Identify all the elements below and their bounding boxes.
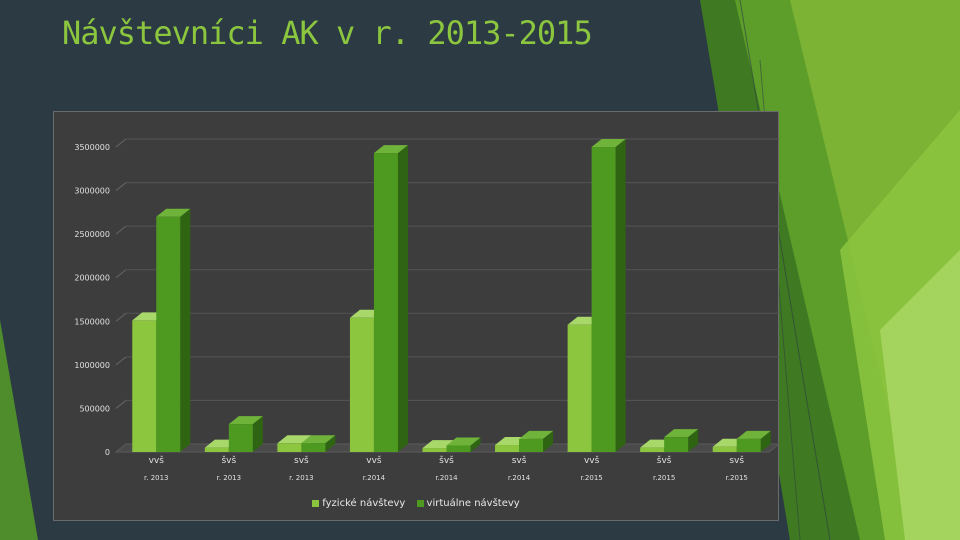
legend-swatch-fyzicke	[312, 499, 320, 507]
x-tick-label-year: r.2015	[726, 474, 748, 482]
bar-top	[519, 430, 554, 439]
x-tick-label-year: r.2015	[580, 474, 602, 482]
bar-virtualne	[228, 424, 253, 452]
slide-title: Návštevníci AK v r. 2013-2015	[62, 14, 593, 52]
y-grid-tick	[115, 269, 127, 279]
bar-top	[664, 429, 699, 438]
x-tick-label-year: r.2014	[363, 474, 386, 482]
decor-line	[739, 0, 831, 540]
bar-chart: 3500000 3000000 2500000 2000000 1500000 10000…	[74, 138, 780, 482]
bar-fyzicke	[422, 448, 447, 452]
x-tick-label-year: r. 2013	[144, 474, 169, 482]
bar-virtualne	[519, 438, 544, 452]
y-grid-tick	[115, 182, 127, 191]
bar-top	[736, 430, 771, 439]
y-tick-label: 0	[105, 448, 110, 457]
legend-label-fyzicke: fyzické návštevy	[322, 498, 406, 509]
legend-item-virtualne: virtuálne návštevy	[416, 498, 520, 509]
bar-fyzicke	[349, 317, 374, 452]
bar-top	[156, 208, 191, 217]
bar-virtualne	[156, 216, 181, 452]
y-grid-tick	[115, 400, 127, 409]
x-tick-label-year: r.2014	[508, 474, 531, 482]
bar-side	[688, 429, 699, 452]
bar-top	[228, 416, 263, 425]
x-tick-label: vvš	[149, 455, 165, 466]
x-tick-label: svš	[294, 455, 309, 466]
bar-fyzicke	[495, 445, 520, 452]
bar-virtualne	[373, 153, 398, 452]
y-tick-label: 3500000	[74, 143, 110, 152]
chart-legend: fyzické návštevy virtuálne návštevy	[54, 498, 778, 509]
bar-virtualne	[664, 437, 689, 452]
bar-fyzicke	[204, 447, 229, 452]
legend-swatch-virtualne	[416, 499, 424, 507]
y-tick-label: 500000	[79, 404, 110, 413]
x-tick-label: švš	[221, 455, 236, 466]
legend-label-virtualne: virtuálne návštevy	[426, 498, 520, 509]
bar-top	[277, 435, 312, 444]
y-tick-label: 2000000	[74, 274, 110, 283]
y-tick-label: 1500000	[74, 317, 110, 326]
bar-top	[446, 437, 481, 446]
chart-panel: 3500000 3000000 2500000 2000000 1500000 10000…	[53, 111, 780, 521]
bar-fyzicke	[277, 443, 302, 452]
y-grid-tick	[115, 225, 127, 235]
y-grid-tick	[115, 138, 127, 148]
bar-virtualne	[591, 147, 616, 452]
bar-fyzicke	[567, 324, 592, 452]
bar-side	[760, 430, 771, 452]
x-tick-label: švš	[657, 455, 672, 466]
bar-fyzicke	[640, 447, 665, 452]
x-tick-label: vvš	[366, 455, 382, 466]
bar-virtualne	[736, 438, 761, 452]
bar-side	[543, 430, 554, 452]
bar-top	[301, 435, 336, 444]
x-tick-label: vvš	[584, 455, 600, 466]
bar-side	[615, 139, 626, 452]
x-tick-label-year: r. 2013	[217, 474, 242, 482]
bar-virtualne	[301, 443, 326, 452]
x-tick-label: švš	[439, 455, 454, 466]
x-tick-label-year: r.2015	[653, 474, 675, 482]
x-tick-label-year: r. 2013	[289, 474, 314, 482]
bar-side	[397, 145, 408, 452]
y-grid-tick	[115, 356, 127, 366]
bar-fyzicke	[132, 320, 157, 452]
y-tick-label: 1000000	[74, 361, 110, 370]
bar-side	[470, 437, 481, 452]
y-grid-tick	[115, 312, 127, 322]
bar-virtualne	[446, 445, 471, 452]
bar-top	[591, 139, 626, 147]
bar-side	[325, 435, 336, 452]
decor-green-shape	[0, 320, 38, 540]
decor-green-shape	[880, 250, 960, 540]
bar-fyzicke	[712, 446, 737, 452]
x-tick-label-year: r.2014	[435, 474, 458, 482]
x-tick-label: svš	[729, 455, 744, 466]
bar-side	[180, 208, 191, 452]
y-tick-label: 3000000	[74, 187, 110, 196]
legend-item-fyzicke: fyzické návštevy	[312, 498, 405, 509]
bar-top	[373, 145, 408, 154]
bar-side	[252, 416, 263, 452]
x-tick-label: svš	[512, 455, 527, 466]
y-tick-label: 2500000	[74, 230, 110, 239]
